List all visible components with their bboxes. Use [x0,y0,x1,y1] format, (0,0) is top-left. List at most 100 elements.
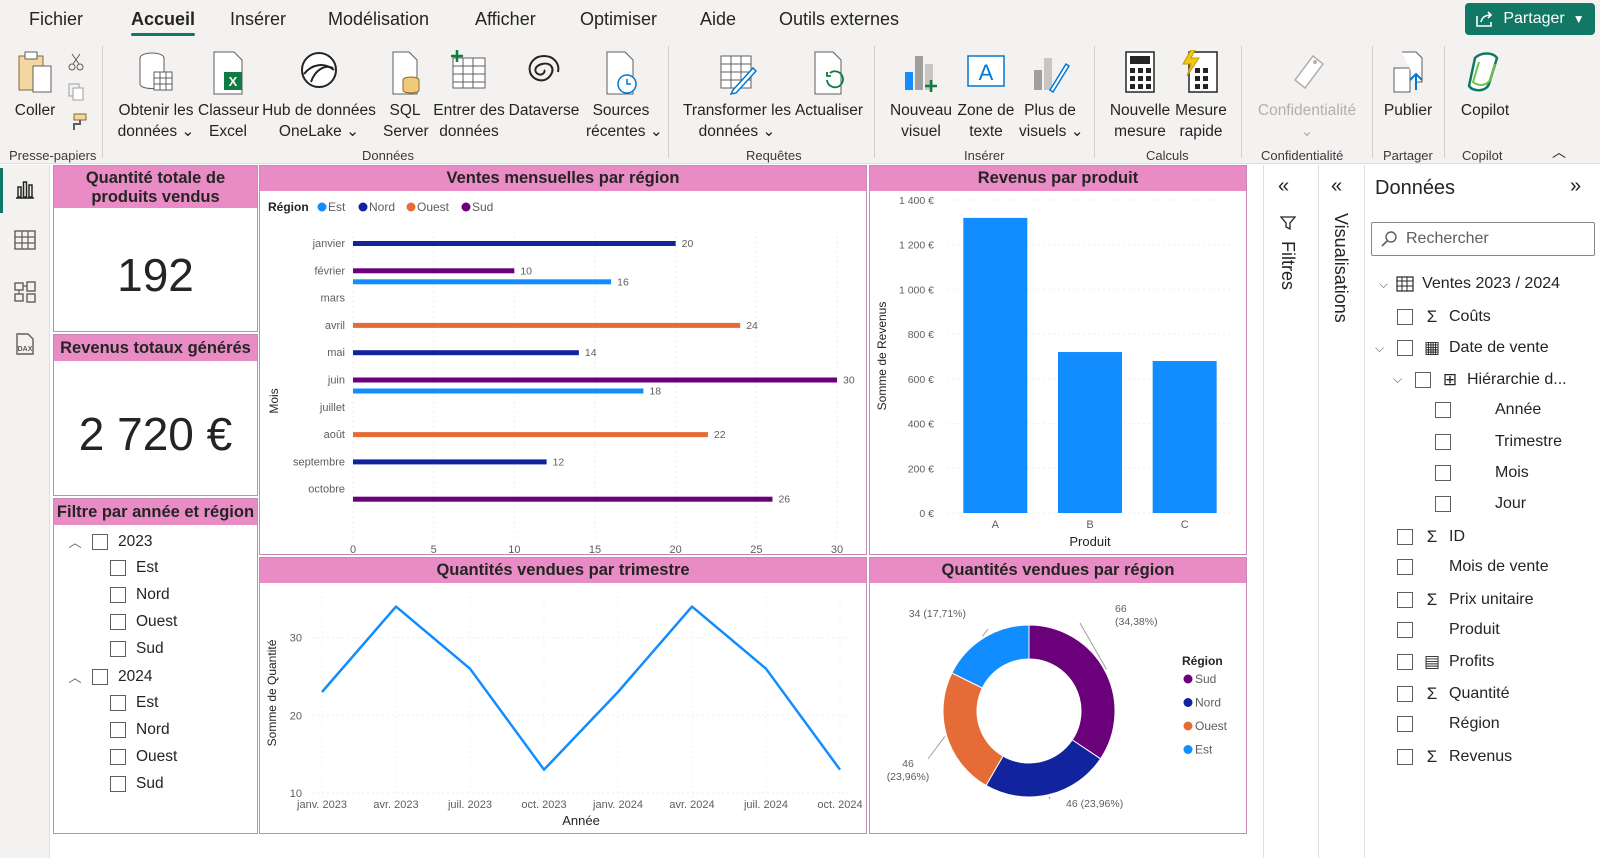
chevron-down-icon[interactable]: ⌵ [1375,340,1385,355]
table-view-icon[interactable] [13,228,37,252]
dax-query-view-icon[interactable]: DAX [13,332,37,356]
chevron-up-icon[interactable]: ︿ [68,535,82,550]
quick-measure-button[interactable]: Mesure rapide [1173,50,1229,142]
checkbox[interactable] [110,749,126,765]
slicer-item-nord[interactable]: Nord [110,721,170,739]
expand-visualizations-icon[interactable]: « [1331,175,1343,197]
search-input[interactable]: Rechercher [1371,222,1595,256]
field-item[interactable]: ⌵ ⊞ Hiérarchie d... [1393,370,1567,390]
field-item[interactable]: Mois de vente [1397,558,1549,576]
copy-icon[interactable] [66,82,86,102]
menu-optimiser[interactable]: Optimiser [580,9,658,29]
dataverse-button[interactable]: Dataverse [508,50,580,121]
menu-outils-externes[interactable]: Outils externes [779,9,900,29]
slicer-item-sud[interactable]: Sud [110,775,164,793]
checkbox[interactable] [1397,685,1413,702]
checkbox[interactable] [1397,528,1413,545]
share-button[interactable]: Partager ▼ [1465,3,1595,35]
slicer-item-2023[interactable]: ︿ 2023 [68,532,152,551]
onelake-hub-button[interactable]: Hub de données OneLake ⌄ [261,50,377,142]
menu-accueil[interactable]: Accueil [131,9,196,29]
checkbox[interactable] [1397,716,1413,733]
chevron-up-icon[interactable]: ︿ [68,670,82,685]
chart-quantity-by-quarter[interactable]: Quantités vendues par trimestre 10 20 30 So… [259,557,867,834]
checkbox[interactable] [110,587,126,603]
cut-icon[interactable] [66,52,86,72]
slicer-item-sud[interactable]: Sud [110,640,164,658]
format-painter-icon[interactable] [66,112,88,132]
field-item[interactable]: Σ ID [1397,527,1465,547]
menu-modelisation[interactable]: Modélisation [328,9,430,29]
checkbox[interactable] [1397,654,1413,671]
slicer-item-est[interactable]: Est [110,559,158,577]
field-item[interactable]: Produit [1397,621,1500,639]
checkbox[interactable] [1397,559,1413,576]
menu-fichier[interactable]: Fichier [29,9,84,29]
menu-inserer[interactable]: Insérer [230,9,287,29]
copilot-button[interactable]: Copilot [1455,50,1515,121]
new-measure-button[interactable]: Nouvelle mesure [1107,50,1173,142]
checkbox[interactable] [110,641,126,657]
checkbox[interactable] [1435,496,1451,513]
chart-monthly-sales-by-region[interactable]: Ventes mensuelles par région Région Est No… [259,165,867,555]
chevron-down-icon[interactable]: ⌵ [1393,372,1403,387]
checkbox[interactable] [110,560,126,576]
report-view-icon[interactable] [13,177,37,201]
checkbox[interactable] [110,722,126,738]
field-item[interactable]: Σ Revenus [1397,747,1512,767]
checkbox[interactable] [1435,465,1451,481]
kpi-card-revenue[interactable]: Revenus totaux générés 2 720 € [53,334,258,496]
text-box-button[interactable]: A Zone de texte [955,50,1017,142]
field-item[interactable]: Mois [1435,464,1529,482]
slicer-item-ouest[interactable]: Ouest [110,613,177,631]
enter-data-button[interactable]: Entrer des données [433,50,505,142]
model-view-icon[interactable] [13,280,37,304]
visualizations-label[interactable]: Visualisations [1331,213,1351,323]
paste-button[interactable]: Coller [12,50,58,121]
refresh-button[interactable]: Actualiser [794,50,864,121]
checkbox[interactable] [110,695,126,711]
more-visuals-button[interactable]: Plus de visuels ⌄ [1019,50,1084,142]
sql-server-button[interactable]: SQL Server [383,50,429,142]
checkbox[interactable] [1435,402,1451,419]
field-item[interactable]: Σ Prix unitaire [1397,590,1533,610]
chevron-down-icon[interactable]: ⌵ [1379,276,1389,291]
checkbox[interactable] [1397,591,1413,608]
checkbox[interactable] [110,614,126,630]
collapse-data-pane-icon[interactable]: » [1570,175,1582,197]
excel-workbook-button[interactable]: X Classeur Excel [198,50,259,142]
menu-afficher[interactable]: Afficher [475,9,536,29]
checkbox[interactable] [110,776,126,792]
checkbox[interactable] [1415,371,1431,388]
checkbox[interactable] [1397,622,1413,638]
slicer-item-est[interactable]: Est [110,694,158,712]
checkbox[interactable] [1397,748,1413,765]
new-visual-button[interactable]: Nouveau visuel [889,50,953,142]
field-item[interactable]: Jour [1435,495,1526,513]
field-item[interactable]: ⌵ ▦ Date de vente [1375,338,1549,358]
field-item[interactable]: Σ Quantité [1397,684,1509,704]
checkbox[interactable] [1397,340,1413,357]
field-item[interactable]: Année [1435,401,1541,419]
collapse-ribbon-icon[interactable]: ︿ [1552,144,1566,160]
slicer-item-2024[interactable]: ︿ 2024 [68,667,152,686]
expand-filters-icon[interactable]: « [1278,175,1290,197]
publish-button[interactable]: Publier [1382,50,1434,121]
slicer-item-ouest[interactable]: Ouest [110,748,177,766]
field-item[interactable]: Trimestre [1435,433,1562,451]
slicer-item-nord[interactable]: Nord [110,586,170,604]
sensitivity-button[interactable]: Confidentialité ⌄ [1252,50,1362,142]
kpi-card-quantity[interactable]: Quantité totale de produits vendus 192 [53,165,258,332]
checkbox[interactable] [1397,309,1413,325]
table-node[interactable]: ⌵ Ventes 2023 / 2024 [1379,275,1560,293]
field-item[interactable]: Région [1397,715,1500,733]
field-item[interactable]: ▤ Profits [1397,652,1494,672]
chart-quantity-by-region[interactable]: Quantités vendues par région 66 (34,38%) 4… [869,557,1247,834]
transform-data-button[interactable]: Transformer les données ⌄ [683,50,791,142]
field-item[interactable]: Σ Coûts [1397,307,1491,327]
checkbox[interactable] [92,533,108,550]
get-data-button[interactable]: Obtenir les données ⌄ [116,50,196,142]
menu-aide[interactable]: Aide [700,9,737,29]
filters-label[interactable]: Filtres [1278,241,1298,290]
checkbox[interactable] [1435,433,1451,450]
